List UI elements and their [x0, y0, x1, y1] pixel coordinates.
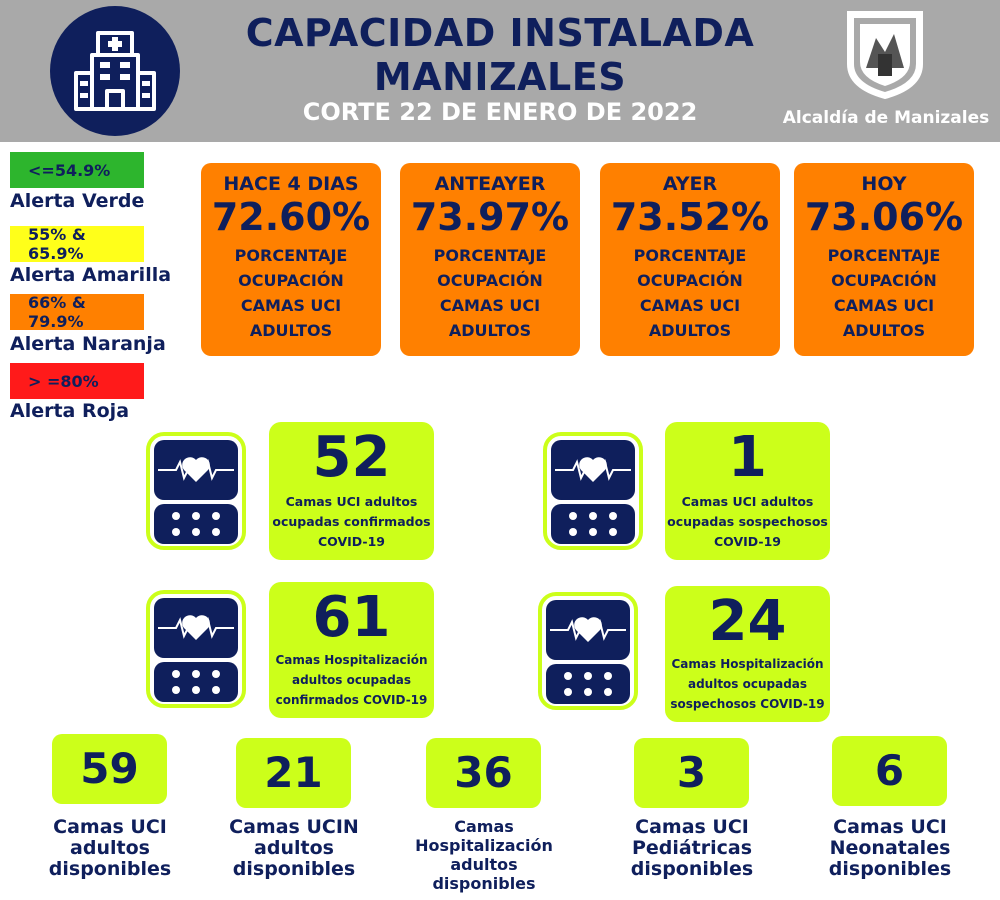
- alcaldia-label: Alcaldía de Manizales: [782, 108, 990, 128]
- card-description: PORCENTAJE OCUPACIÓN CAMAS UCI ADULTOS: [234, 246, 348, 340]
- available-uci-neonatal-label: Camas UCI Neonatales disponibles: [828, 816, 952, 880]
- stat-number: 52: [312, 425, 391, 490]
- occupancy-card-ayer: AYER 73.52% PORCENTAJE OCUPACIÓN CAMAS U…: [600, 163, 780, 356]
- available-uci-neonatal-number: 6: [832, 736, 947, 806]
- card-percentage: 73.97%: [410, 195, 570, 239]
- card-description: PORCENTAJE OCUPACIÓN CAMAS UCI ADULTOS: [633, 246, 747, 340]
- legend-orange-label: Alerta Naranja: [10, 333, 166, 355]
- legend-orange-range: 66% & 79.9%: [10, 293, 144, 331]
- legend-green-label: Alerta Verde: [10, 190, 145, 212]
- available-hosp-adults-number: 36: [426, 738, 541, 808]
- stat-uci-suspected: 1 Camas UCI adultos ocupadas sospechosos…: [665, 422, 830, 560]
- legend-red-range: > =80%: [10, 363, 144, 399]
- stat-description: Camas UCI adultos ocupadas confirmados C…: [272, 494, 431, 549]
- heart-monitor-icon: [146, 432, 246, 550]
- hospital-logo: [50, 6, 180, 136]
- stat-number: 61: [312, 585, 391, 650]
- available-ucin-adults-label: Camas UCIN adultos disponibles: [229, 816, 359, 880]
- cutoff-date: CORTE 22 DE ENERO DE 2022: [302, 98, 698, 126]
- available-uci-pediatric-number: 3: [634, 738, 749, 808]
- coat-of-arms-icon: [847, 11, 923, 100]
- stat-number: 1: [728, 425, 767, 490]
- hospital-building-icon: [74, 31, 156, 111]
- legend-yellow-range: 55% & 65.9%: [10, 225, 144, 263]
- available-uci-adults-number: 59: [52, 734, 167, 804]
- card-period-label: AYER: [662, 173, 718, 195]
- stat-description: Camas Hospitalización adultos ocupadas c…: [275, 653, 428, 707]
- occupancy-card-hoy: HOY 73.06% PORCENTAJE OCUPACIÓN CAMAS UC…: [794, 163, 974, 356]
- stat-uci-confirmed: 52 Camas UCI adultos ocupadas confirmado…: [269, 422, 434, 560]
- header-banner: CAPACIDAD INSTALADA MANIZALES CORTE 22 D…: [0, 0, 1000, 142]
- legend-red-label: Alerta Roja: [10, 400, 130, 422]
- card-period-label: ANTEAYER: [434, 173, 546, 195]
- heart-monitor-icon: [543, 432, 643, 550]
- legend-green-range: <=54.9%: [10, 152, 144, 188]
- page-title-line2: MANIZALES: [373, 55, 627, 99]
- available-uci-pediatric-label: Camas UCI Pediátricas disponibles: [630, 816, 754, 880]
- heart-monitor-icon: [538, 592, 638, 710]
- card-description: PORCENTAJE OCUPACIÓN CAMAS UCI ADULTOS: [433, 246, 547, 340]
- heart-monitor-icon: [146, 590, 246, 708]
- stat-hosp-suspected: 24 Camas Hospitalización adultos ocupada…: [665, 586, 830, 722]
- stat-hosp-confirmed: 61 Camas Hospitalización adultos ocupada…: [269, 582, 434, 718]
- page-title-line1: CAPACIDAD INSTALADA: [245, 11, 755, 55]
- stat-number: 24: [708, 589, 787, 654]
- available-ucin-adults-number: 21: [236, 738, 351, 808]
- available-hosp-adults-label: Camas Hospitalización adultos disponible…: [415, 817, 553, 893]
- card-percentage: 73.06%: [804, 195, 964, 239]
- legend-yellow-label: Alerta Amarilla: [10, 264, 172, 286]
- stat-description: Camas UCI adultos ocupadas sospechosos C…: [667, 494, 828, 549]
- card-period-label: HACE 4 DIAS: [223, 173, 359, 195]
- available-uci-adults-label: Camas UCI adultos disponibles: [48, 816, 172, 880]
- occupancy-card-anteayer: ANTEAYER 73.97% PORCENTAJE OCUPACIÓN CAM…: [400, 163, 580, 356]
- card-percentage: 73.52%: [610, 195, 770, 239]
- card-description: PORCENTAJE OCUPACIÓN CAMAS UCI ADULTOS: [827, 246, 941, 340]
- occupancy-card-4-days-ago: HACE 4 DIAS 72.60% PORCENTAJE OCUPACIÓN …: [201, 163, 381, 356]
- card-period-label: HOY: [861, 173, 907, 195]
- card-percentage: 72.60%: [211, 195, 371, 239]
- stat-description: Camas Hospitalización adultos ocupadas s…: [670, 657, 825, 711]
